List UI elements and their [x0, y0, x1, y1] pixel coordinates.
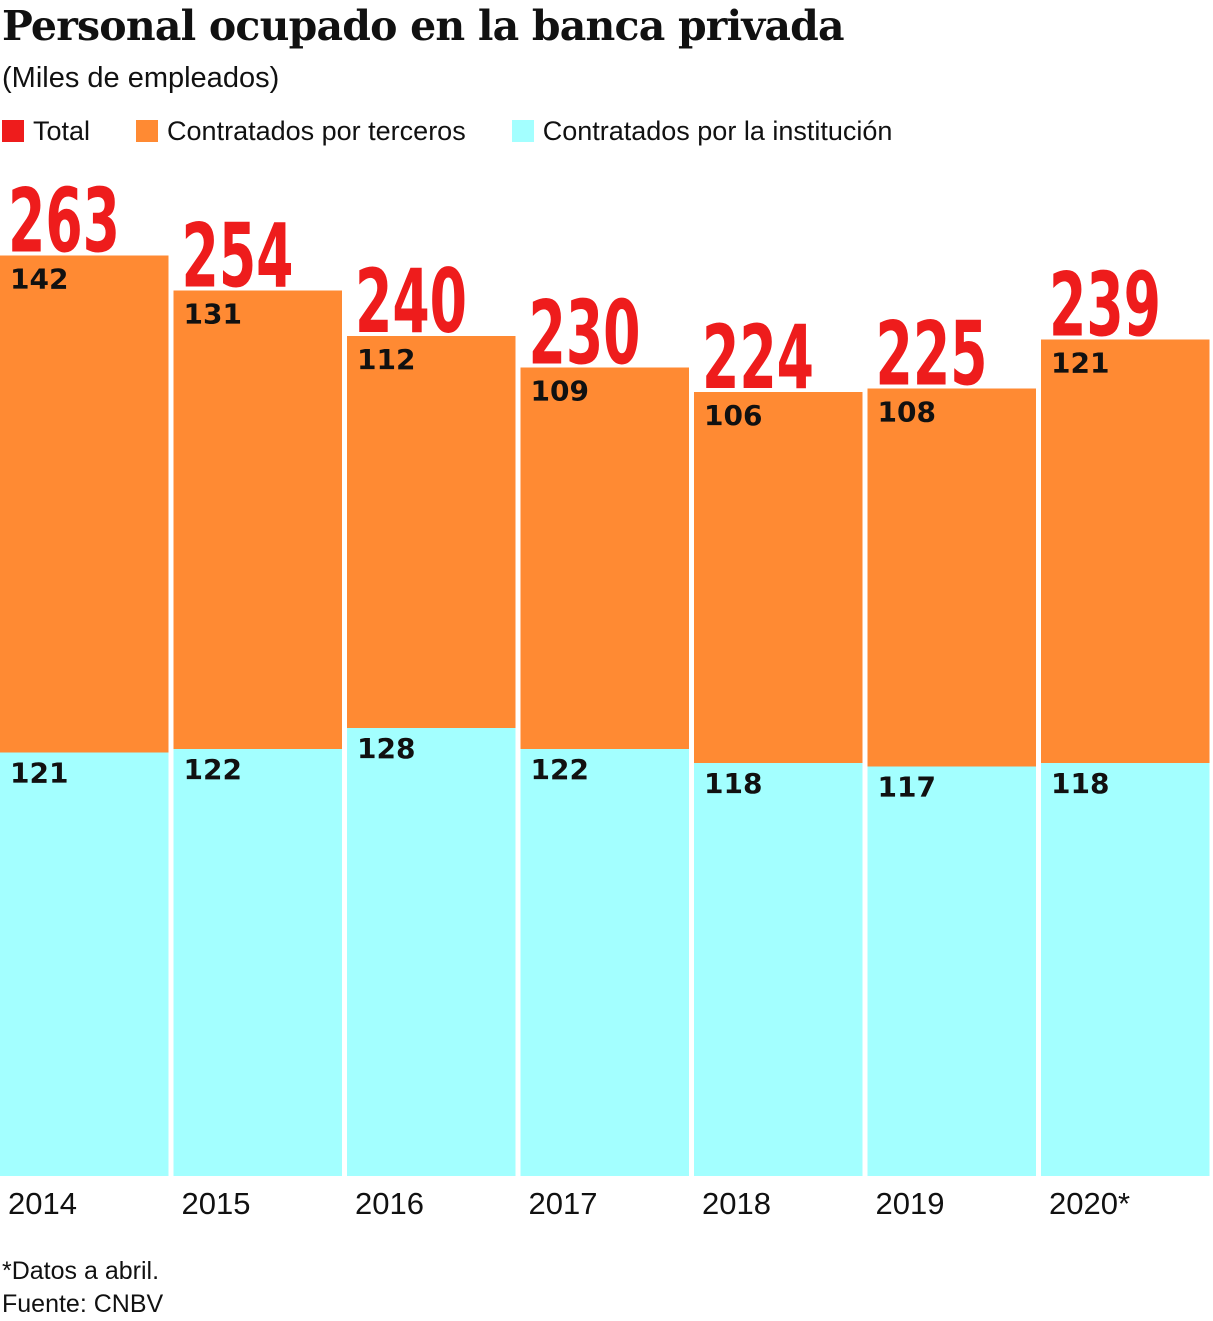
legend-label-institucion: Contratados por la institución	[542, 115, 893, 146]
x-tick-label: 2017	[529, 1186, 598, 1221]
bar-terceros	[694, 392, 863, 763]
bar-institucion	[173, 749, 342, 1176]
data-label-terceros: 106	[704, 399, 762, 432]
data-label-total: 263	[8, 170, 120, 273]
data-label-terceros: 121	[1051, 347, 1109, 380]
bar-terceros	[520, 367, 689, 749]
bar-institucion	[347, 728, 516, 1176]
bar-terceros	[173, 290, 342, 749]
legend-swatch-total	[2, 120, 24, 142]
legend-label-total: Total	[33, 115, 91, 146]
data-label-institucion: 122	[184, 753, 242, 786]
chart-subtitle: (Miles de empleados)	[2, 62, 280, 94]
legend-label-terceros: Contratados por terceros	[167, 115, 466, 146]
bar-terceros	[1041, 339, 1210, 763]
legend: Total Contratados por terceros Contratad…	[2, 114, 892, 148]
legend-item-terceros: Contratados por terceros	[136, 116, 466, 147]
bar-institucion	[1041, 763, 1210, 1176]
data-label-terceros: 112	[357, 343, 415, 376]
chart-title: Personal ocupado en la banca privada	[2, 2, 845, 50]
data-label-total: 225	[876, 303, 988, 406]
bar-institucion	[694, 763, 863, 1176]
data-label-total: 239	[1049, 254, 1161, 357]
x-tick-label: 2020*	[1049, 1186, 1130, 1221]
x-tick-label: 2019	[876, 1186, 945, 1221]
data-label-institucion: 117	[878, 771, 936, 804]
x-tick-label: 2015	[182, 1186, 251, 1221]
data-label-terceros: 108	[878, 396, 936, 429]
data-label-terceros: 142	[10, 263, 68, 296]
bar-institucion	[867, 766, 1036, 1176]
x-tick-label: 2014	[8, 1186, 77, 1221]
data-label-institucion: 121	[10, 757, 68, 790]
bar-institucion	[0, 752, 169, 1176]
x-tick-label: 2018	[702, 1186, 771, 1221]
data-label-total: 254	[182, 205, 294, 308]
legend-swatch-terceros	[136, 120, 159, 142]
footer: *Datos a abril. Fuente: CNBV	[2, 1255, 163, 1321]
legend-item-institucion: Contratados por la institución	[511, 115, 893, 147]
data-label-total: 224	[702, 306, 814, 409]
data-label-institucion: 118	[1051, 767, 1109, 800]
data-label-institucion: 128	[357, 732, 415, 765]
data-label-total: 240	[355, 250, 467, 353]
bar-terceros	[0, 255, 169, 753]
data-label-terceros: 131	[184, 298, 242, 331]
bar-terceros	[867, 388, 1036, 767]
source-note: Fuente: CNBV	[2, 1290, 164, 1318]
footnote: *Datos a abril.	[2, 1257, 160, 1285]
data-label-total: 230	[529, 282, 641, 385]
bar-terceros	[347, 336, 516, 728]
data-label-institucion: 122	[531, 753, 589, 786]
x-tick-label: 2016	[355, 1186, 424, 1221]
legend-swatch-institucion	[511, 120, 534, 142]
data-label-institucion: 118	[704, 767, 762, 800]
legend-item-total: Total	[2, 116, 90, 147]
data-label-terceros: 109	[531, 375, 589, 408]
bar-institucion	[520, 749, 689, 1176]
